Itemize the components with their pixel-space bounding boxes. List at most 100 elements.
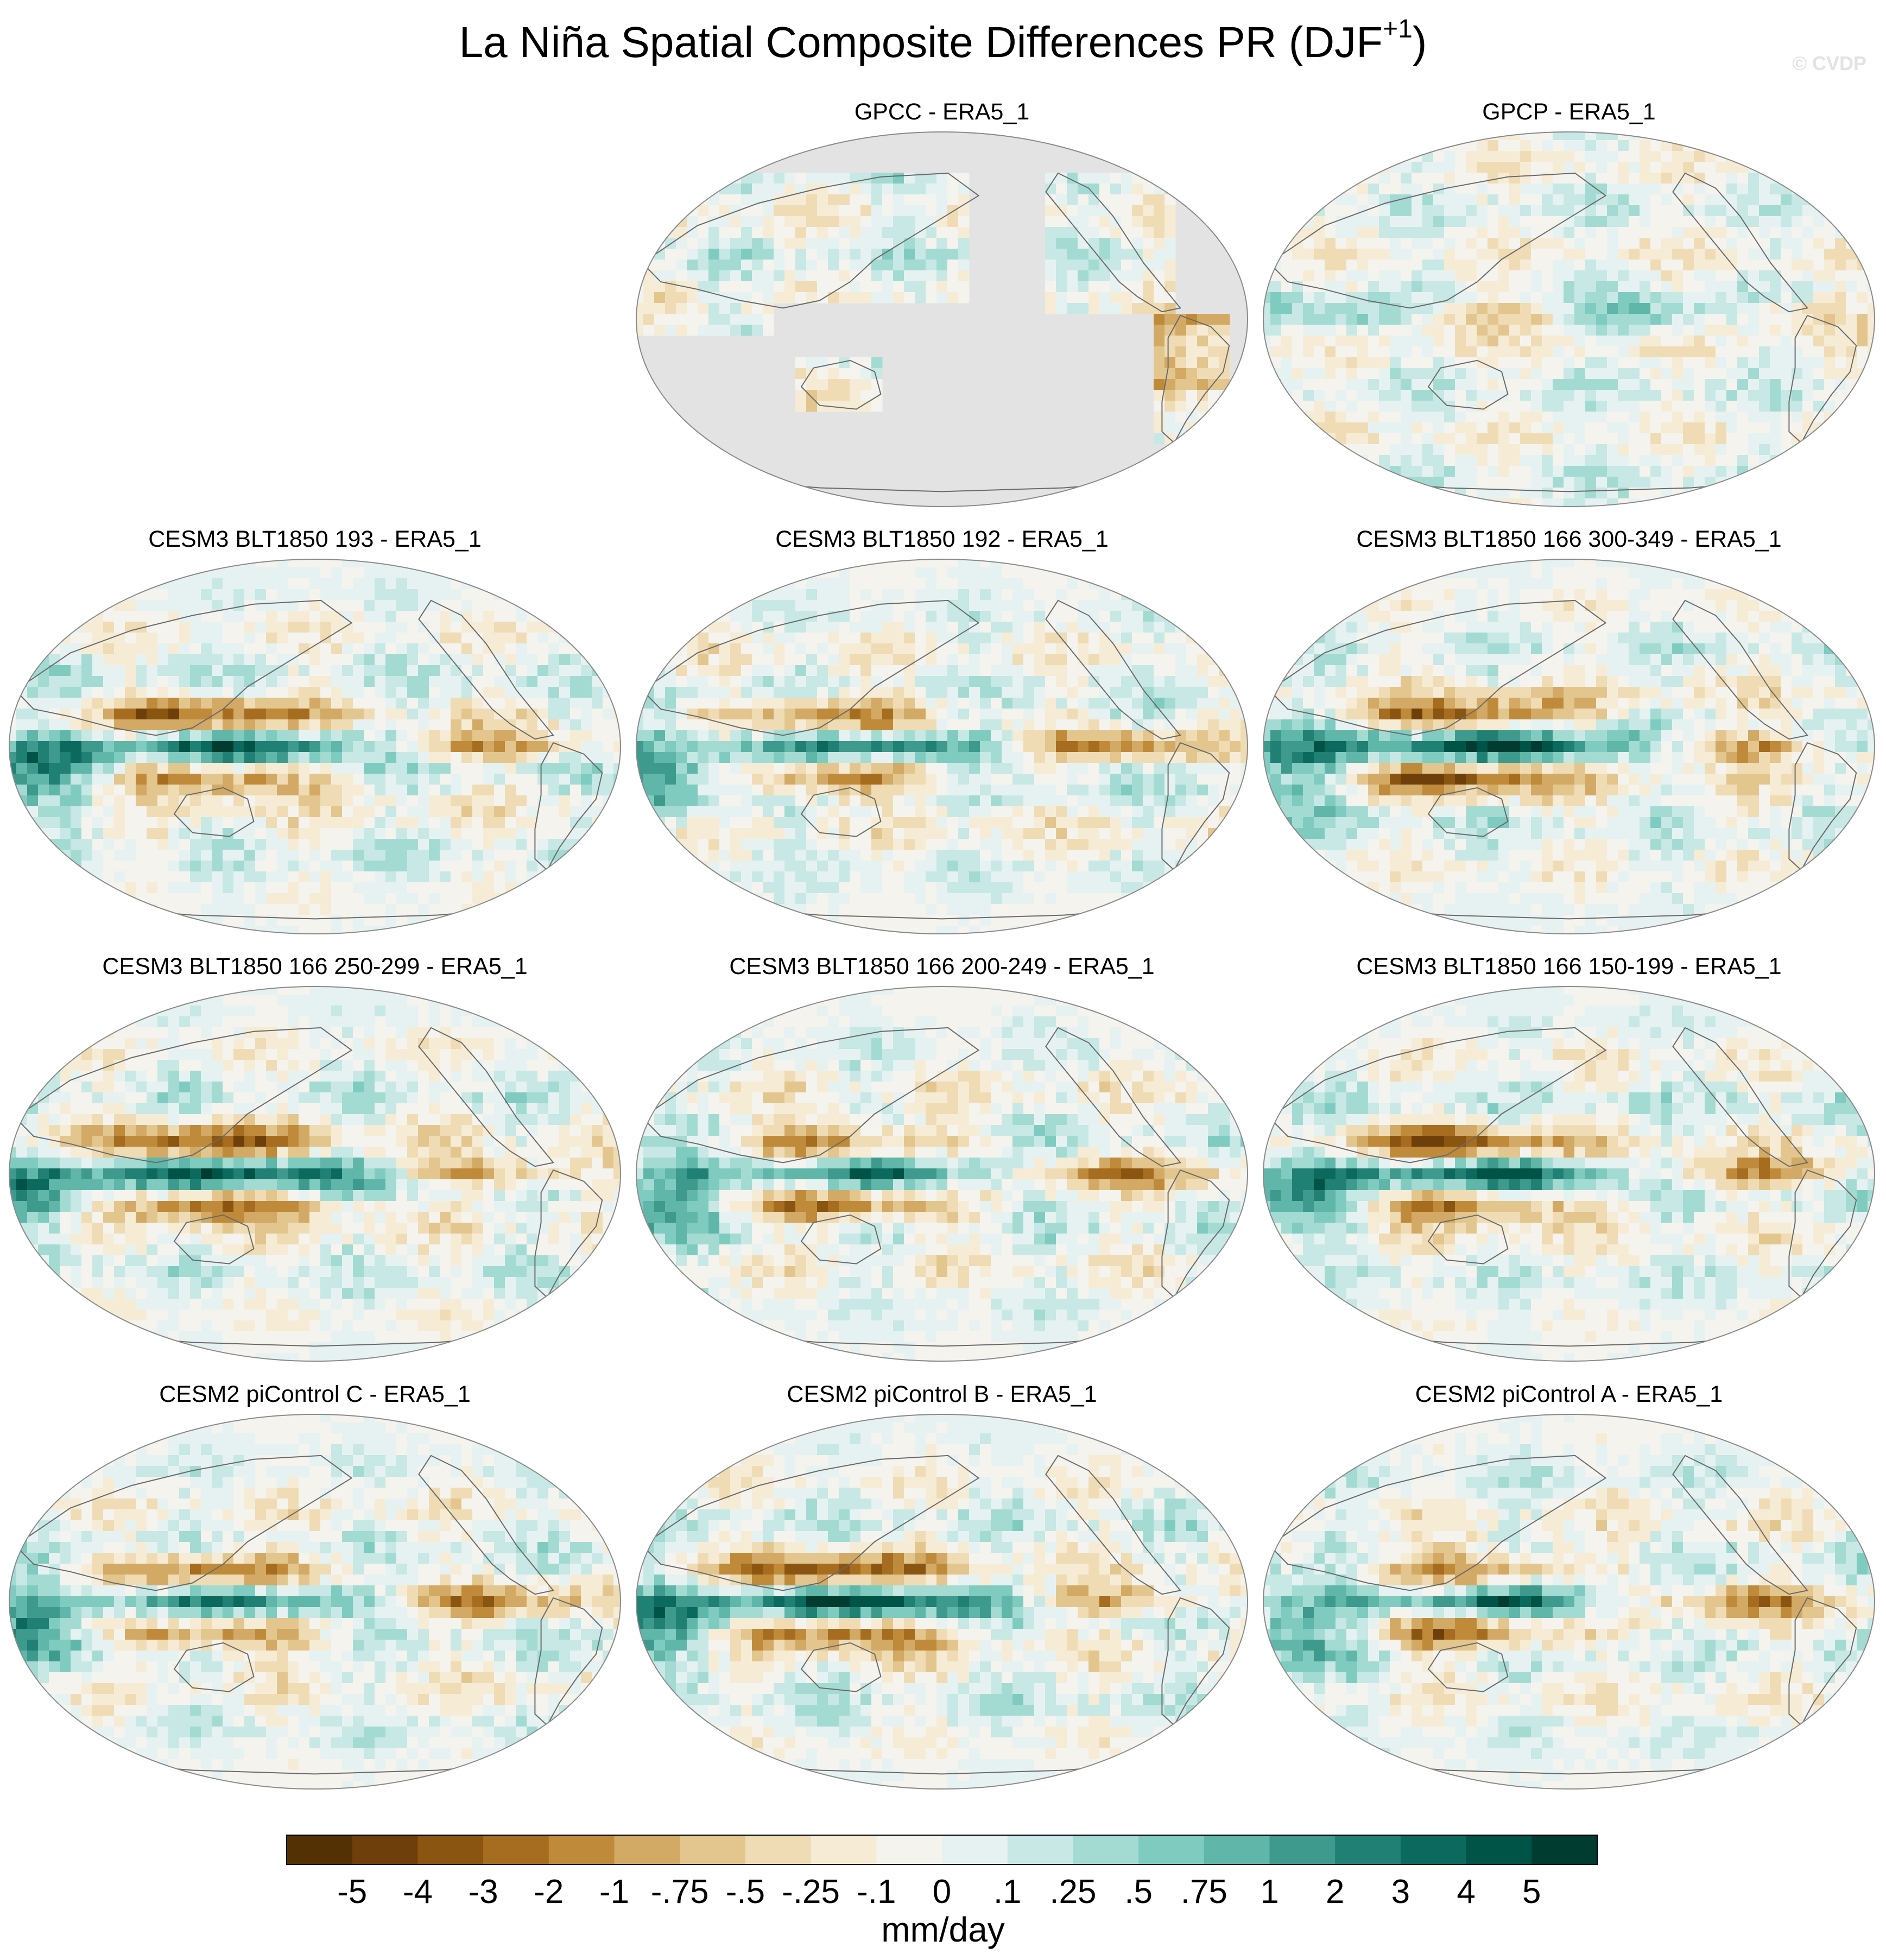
field-cell xyxy=(375,785,386,796)
field-cell xyxy=(1596,238,1607,249)
field-cell xyxy=(407,578,419,590)
field-cell xyxy=(1078,687,1089,698)
field-cell xyxy=(763,676,774,687)
field-cell xyxy=(1110,184,1122,195)
field-cell xyxy=(1412,162,1423,173)
field-cell xyxy=(1314,249,1325,260)
field-cell xyxy=(687,709,698,720)
field-cell xyxy=(752,611,763,622)
field-cell xyxy=(871,205,883,217)
field-cell xyxy=(71,774,82,785)
field-cell xyxy=(752,665,763,676)
field-cell xyxy=(1132,687,1143,698)
field-cell xyxy=(1498,216,1510,227)
field-cell xyxy=(1520,270,1531,282)
field-cell xyxy=(839,654,850,666)
field-cell xyxy=(418,817,429,829)
field-cell xyxy=(1336,379,1347,390)
field-cell xyxy=(1088,281,1100,293)
field-cell xyxy=(763,763,774,774)
field-cell xyxy=(364,578,375,590)
field-cell xyxy=(817,643,828,655)
field-cell xyxy=(1154,795,1165,807)
field-cell xyxy=(320,861,332,872)
field-cell xyxy=(157,861,169,872)
field-cell xyxy=(451,741,462,753)
field-cell xyxy=(364,795,375,807)
field-cell xyxy=(244,839,256,850)
field-cell xyxy=(1868,303,1875,314)
field-cell xyxy=(136,643,147,655)
field-cell xyxy=(1618,249,1629,260)
field-cell xyxy=(190,839,201,850)
field-cell xyxy=(537,611,549,622)
field-cell xyxy=(1401,466,1412,477)
field-cell xyxy=(461,730,473,742)
field-cell xyxy=(527,828,538,839)
field-cell xyxy=(1154,194,1165,206)
field-cell xyxy=(1121,752,1132,763)
field-cell xyxy=(850,741,861,753)
field-cell xyxy=(850,774,861,785)
field-cell xyxy=(1553,140,1564,151)
field-cell xyxy=(1574,227,1586,238)
field-cell xyxy=(1034,795,1046,807)
field-cell xyxy=(1045,633,1056,644)
field-cell xyxy=(1023,687,1035,698)
field-cell xyxy=(1650,325,1662,336)
field-cell xyxy=(1444,162,1455,173)
field-cell xyxy=(472,654,484,666)
field-cell xyxy=(1078,227,1089,238)
field-cell xyxy=(331,589,343,600)
field-cell xyxy=(806,401,818,412)
field-cell xyxy=(1726,422,1738,434)
field-cell xyxy=(1175,379,1187,390)
field-cell xyxy=(741,774,752,785)
field-cell xyxy=(385,861,397,872)
field-cell xyxy=(233,643,245,655)
field-cell xyxy=(212,752,223,763)
field-cell xyxy=(1585,412,1597,423)
field-cell xyxy=(353,915,364,926)
field-cell xyxy=(60,730,71,742)
field-cell xyxy=(1368,433,1379,445)
field-cell xyxy=(1650,173,1662,184)
field-cell xyxy=(320,926,332,934)
field-cell xyxy=(1705,249,1716,260)
field-cell xyxy=(1466,194,1477,206)
field-cell xyxy=(1154,368,1165,380)
field-cell xyxy=(103,795,115,807)
field-cell xyxy=(1607,281,1618,293)
field-cell xyxy=(784,763,796,774)
field-cell xyxy=(1422,205,1434,217)
field-cell xyxy=(494,741,505,753)
field-cell xyxy=(860,622,872,633)
field-cell xyxy=(1640,216,1651,227)
field-cell xyxy=(1067,643,1078,655)
field-cell xyxy=(353,567,364,579)
field-cell xyxy=(103,785,115,796)
field-cell xyxy=(1585,401,1597,412)
field-cell xyxy=(969,741,980,753)
field-cell xyxy=(839,227,850,238)
field-cell xyxy=(1705,194,1716,206)
field-cell xyxy=(320,850,332,861)
field-cell xyxy=(494,882,505,894)
field-cell xyxy=(698,763,709,774)
field-cell xyxy=(1477,303,1488,314)
field-cell xyxy=(223,871,234,883)
field-cell xyxy=(676,698,687,709)
field-cell xyxy=(1716,444,1727,456)
field-cell xyxy=(494,654,505,666)
field-cell xyxy=(407,589,419,600)
field-cell xyxy=(60,676,71,687)
field-cell xyxy=(1143,194,1154,206)
field-cell xyxy=(871,260,883,271)
field-cell xyxy=(1012,763,1024,774)
field-cell xyxy=(1629,238,1640,249)
field-cell xyxy=(1802,249,1814,260)
field-cell xyxy=(299,654,310,666)
field-cell xyxy=(1683,216,1694,227)
field-cell xyxy=(687,227,698,238)
field-cell xyxy=(418,839,429,850)
